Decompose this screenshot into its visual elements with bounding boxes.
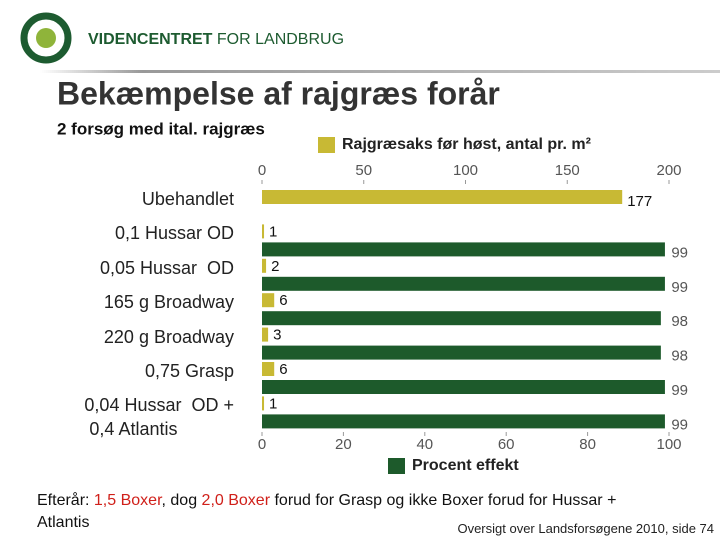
bar — [262, 345, 661, 360]
brand-suffix: FOR LANDBRUG — [217, 31, 344, 48]
value-label: 6 — [279, 292, 287, 309]
bar — [262, 276, 665, 291]
top-tick-label: 0 — [258, 162, 266, 179]
legend-label: Procent effekt — [412, 457, 519, 474]
value-label: 177 — [627, 193, 652, 210]
bar — [262, 327, 269, 342]
top-tick-label: 200 — [656, 162, 681, 179]
logo-center — [36, 28, 56, 48]
value-label: 98 — [671, 348, 688, 365]
bottom-tick-label: 20 — [335, 436, 352, 453]
value-label: 99 — [671, 244, 688, 261]
top-tick-label: 100 — [453, 162, 478, 179]
bar — [262, 190, 623, 204]
category-label: 220 g Broadway — [103, 326, 234, 347]
value-label: 2 — [271, 258, 279, 275]
bar — [262, 258, 267, 273]
note-highlight: 1,5 Boxer — [93, 492, 162, 509]
bar — [262, 380, 665, 394]
value-label: 1 — [269, 395, 277, 412]
category-label: Ubehandlet — [141, 189, 234, 209]
brand: VIDENCENTRET FOR LANDBRUG — [88, 31, 344, 48]
bar — [262, 224, 265, 239]
chart-subtitle: 2 forsøg med ital. rajgræs — [57, 119, 265, 138]
note-text: Efterår: — [37, 492, 94, 509]
header-rule — [40, 70, 720, 73]
value-label: 98 — [671, 313, 688, 330]
footer-note: Efterår: 1,5 Boxer, dog 2,0 Boxer forud … — [37, 490, 637, 534]
legend-swatch — [318, 137, 335, 153]
category-label: 0,05 Hussar OD — [99, 257, 234, 278]
bar — [262, 242, 665, 257]
value-label: 6 — [279, 361, 287, 378]
note-highlight: 2,0 Boxer — [201, 492, 271, 509]
source: Oversigt over Landsforsøgene 2010, side … — [457, 521, 714, 536]
legend-label: Rajgræsaks før høst, antal pr. m² — [342, 136, 591, 153]
legend-swatch — [388, 458, 405, 474]
bottom-tick-label: 80 — [579, 436, 596, 453]
bar — [262, 311, 661, 326]
category-label: 0,1 Hussar OD — [114, 223, 234, 244]
bar — [262, 362, 275, 376]
bar — [262, 293, 275, 308]
bar — [262, 414, 665, 429]
value-label: 99 — [671, 279, 688, 296]
bar — [262, 396, 265, 411]
category-label: 0,04 Hussar OD + 0,4 Atlantis — [84, 395, 234, 440]
category-label: 165 g Broadway — [103, 292, 234, 313]
value-label: 99 — [671, 416, 688, 433]
bottom-tick-label: 60 — [498, 436, 515, 453]
top-tick-label: 50 — [355, 162, 372, 179]
bottom-tick-label: 100 — [656, 436, 681, 453]
chart-title: Bekæmpelse af rajgræs forår — [57, 75, 500, 111]
bottom-tick-label: 40 — [416, 436, 433, 453]
value-label: 3 — [273, 327, 281, 344]
bottom-tick-label: 0 — [258, 436, 266, 453]
value-label: 1 — [269, 223, 277, 240]
note-text: , dog — [161, 492, 202, 509]
top-tick-label: 150 — [555, 162, 580, 179]
brand-name: VIDENCENTRET — [88, 31, 213, 48]
value-label: 99 — [671, 382, 688, 399]
note-text: forud for Grasp og ikke Boxer forud for … — [37, 492, 617, 531]
category-label: 0,75 Grasp — [144, 361, 234, 381]
